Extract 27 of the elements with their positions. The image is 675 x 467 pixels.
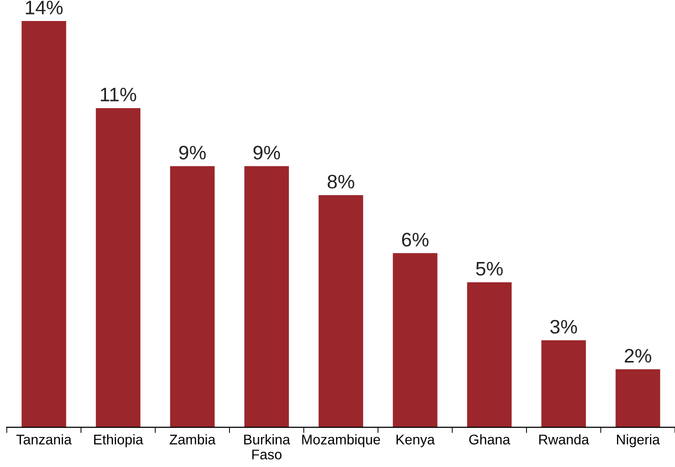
data-label: 6% bbox=[402, 232, 428, 247]
data-label: 14% bbox=[26, 0, 63, 14]
x-tick-label: Zambia bbox=[170, 434, 216, 444]
x-tick-label: Burkina Faso bbox=[244, 434, 290, 460]
x-tick-label: Nigeria bbox=[617, 434, 660, 448]
bar bbox=[170, 166, 215, 428]
data-label: 3% bbox=[550, 320, 577, 334]
x-tick-label: Rwanda bbox=[539, 434, 590, 444]
x-tick-label: Tanzania bbox=[16, 434, 72, 444]
data-label: 2% bbox=[624, 348, 652, 363]
data-label: 11% bbox=[100, 88, 136, 102]
bar bbox=[318, 195, 364, 428]
bar bbox=[541, 340, 586, 428]
x-tick-label: Mozambique bbox=[302, 434, 380, 448]
bar bbox=[22, 21, 66, 428]
x-tick-label: Kenya bbox=[396, 434, 435, 448]
bar bbox=[244, 166, 289, 428]
data-label: 9% bbox=[253, 146, 280, 160]
bar bbox=[467, 282, 512, 428]
x-tick-label: Ethiopia bbox=[94, 434, 144, 448]
data-label: 8% bbox=[328, 174, 354, 189]
data-label: 9% bbox=[179, 146, 206, 160]
bar bbox=[616, 369, 660, 428]
bar bbox=[96, 108, 140, 428]
data-label: 5% bbox=[476, 262, 503, 276]
bar bbox=[392, 253, 438, 428]
x-tick-label: Ghana bbox=[469, 434, 510, 444]
